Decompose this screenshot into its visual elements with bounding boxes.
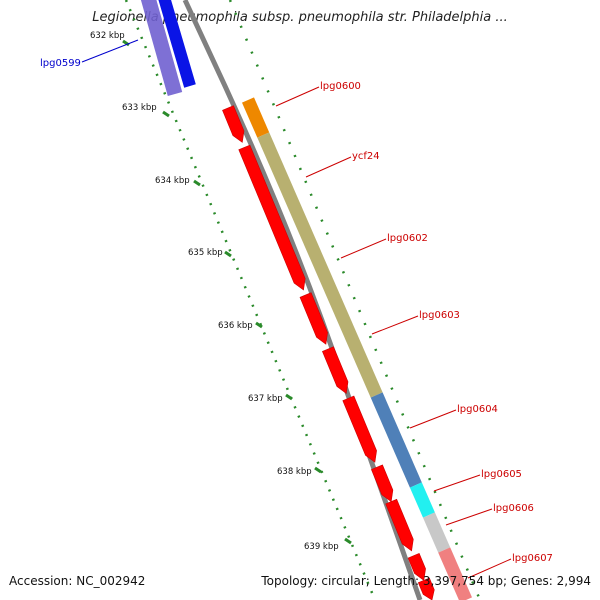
gene-label-lpg0604: lpg0604 [457, 404, 498, 415]
leader-lpg0606 [445, 508, 493, 526]
gene-label-lpg0602: lpg0602 [387, 233, 428, 244]
leader-lpg0605 [433, 474, 481, 492]
gene-band-lpg0600 [242, 97, 270, 138]
major-tick-5 [285, 393, 293, 401]
gene-label-ycf24: ycf24 [352, 151, 380, 162]
cds-arrow-1 [238, 144, 306, 291]
gene-label-lpg0606: lpg0606 [493, 503, 534, 514]
cds-arrow-8 [417, 577, 435, 600]
gene-band-lpg0604 [370, 392, 422, 488]
gene-band-lpg0605 [409, 482, 435, 518]
tick-label-4: 636 kbp [218, 321, 253, 331]
major-tick-4 [255, 321, 263, 329]
leader-lpg0607 [467, 558, 512, 579]
leader-lpg0600 [275, 86, 320, 107]
tick-track-inner [124, 0, 377, 600]
cds-arrow-7 [407, 553, 426, 581]
gene-lpg0599 [158, 0, 196, 88]
leader-lpg0599 [81, 39, 139, 63]
tick-label-3: 635 kbp [188, 248, 223, 258]
major-tick-6 [314, 466, 322, 474]
tick-label-1: 633 kbp [122, 103, 157, 113]
gene-band-lpg0607 [438, 547, 472, 600]
cds-arrow-5 [371, 464, 394, 503]
gene-label-lpg0599: lpg0599 [40, 58, 81, 69]
major-tick-2 [193, 179, 201, 187]
tick-label-7: 639 kbp [304, 542, 339, 552]
gene-label-lpg0607: lpg0607 [512, 553, 553, 564]
cds-arrow-4 [342, 395, 377, 463]
gene-label-lpg0600: lpg0600 [320, 81, 361, 92]
tick-label-2: 634 kbp [155, 176, 190, 186]
accession-text: Accession: NC_002942 [9, 574, 146, 588]
leader-lpg0603 [371, 315, 419, 335]
leader-ycf24 [305, 156, 352, 178]
tick-label-0: 632 kbp [90, 31, 125, 41]
gene-label-lpg0603: lpg0603 [419, 310, 460, 321]
major-tick-3 [224, 250, 232, 258]
leader-lpg0604 [409, 409, 457, 429]
cds-arrow-2 [299, 292, 328, 345]
gene-band-lpg0606 [423, 512, 451, 553]
major-tick-1 [162, 110, 170, 118]
gene-band-ycf24 [257, 132, 383, 398]
cds-arrow-3 [322, 346, 349, 394]
cds-arrow-0 [222, 105, 245, 143]
leader-lpg0602 [340, 238, 387, 259]
tick-label-5: 637 kbp [248, 394, 283, 404]
gene-lpg0599-shadow [140, 0, 183, 96]
major-tick-7 [344, 537, 352, 545]
cds-arrow-6 [385, 498, 414, 552]
genome-stats-text: Topology: circular; Length: 3,397,754 bp… [261, 574, 591, 588]
tick-label-6: 638 kbp [277, 467, 312, 477]
gene-label-lpg0605: lpg0605 [481, 469, 522, 480]
